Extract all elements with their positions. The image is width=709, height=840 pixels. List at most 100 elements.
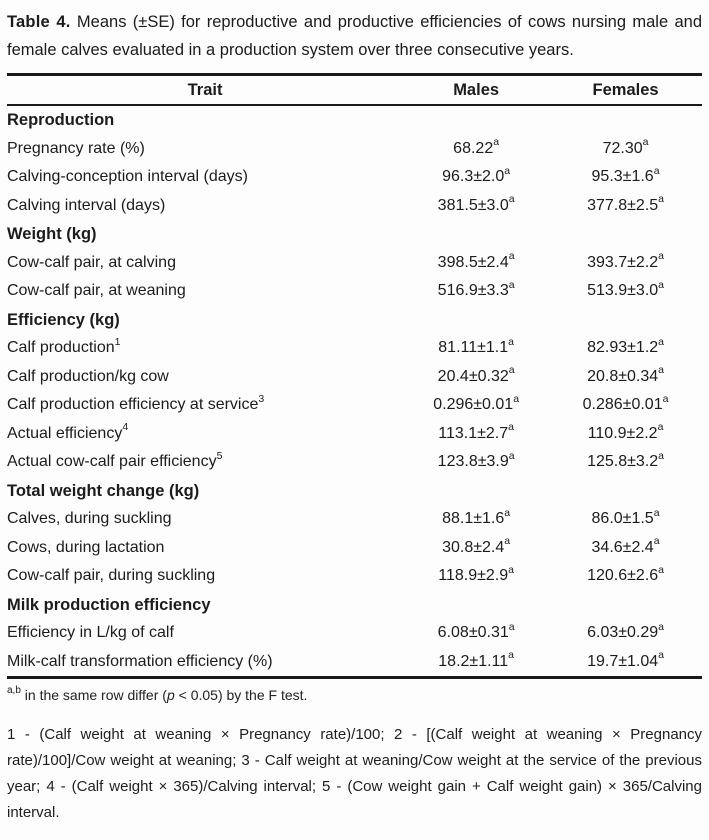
males-value-cell: 118.9±2.9a [438, 563, 514, 584]
trait-cell: Cows, during lactation [7, 538, 165, 556]
section-row-weight: Weight (kg) [7, 220, 702, 249]
females-value-cell: 6.03±0.29a [587, 620, 664, 641]
significance-superscript: a [658, 335, 664, 348]
females-value-cell: 120.6±2.6a [587, 563, 664, 584]
trait-cell: Calving-conception interval (days) [7, 168, 248, 185]
significance-superscript: a [653, 535, 660, 548]
males-value-cell: 381.5±3.0a [437, 193, 515, 214]
females-value-cell: 513.9±3.0a [587, 278, 664, 299]
females-value-cell: 0.286±0.01a [582, 392, 669, 413]
table-row: Cow-calf pair, during suckling 118.9±2.9… [7, 562, 702, 591]
table-row: Calving interval (days) 381.5±3.0a 377.8… [7, 192, 702, 221]
females-value-cell: 19.7±1.04a [587, 649, 664, 670]
section-row-total-weight-change: Total weight change (kg) [7, 477, 702, 506]
males-value-cell: 96.3±2.0a [442, 164, 511, 185]
table-row: Efficiency in L/kg of calf 6.08±0.31a 6.… [7, 619, 702, 648]
males-value-cell: 398.5±2.4a [437, 250, 515, 271]
significance-superscript: a [658, 649, 664, 662]
trait-cell: Calf production/kg cow [7, 367, 169, 385]
trait-cell: Efficiency in L/kg of calf [7, 624, 174, 641]
significance-superscript: a [493, 136, 500, 149]
significance-superscript: a [504, 164, 511, 177]
trait-cell: Actual efficiency4 [7, 421, 129, 442]
males-value-cell: 30.8±2.4a [442, 535, 511, 556]
significance-superscript: a [504, 506, 511, 519]
significance-superscript: a [508, 335, 514, 348]
significance-superscript: a [508, 563, 514, 576]
females-value-cell: 34.6±2.4a [591, 535, 660, 556]
section-title: Total weight change (kg) [7, 481, 200, 500]
footnote-definitions: 1 - (Calf weight at weaning × Pregnancy … [7, 726, 702, 821]
females-value-cell: 393.7±2.2a [587, 250, 664, 271]
section-title: Reproduction [7, 111, 115, 129]
means-table: Trait Males Females Reproduction Pregnan… [7, 73, 702, 679]
females-value-cell: 125.8±3.2a [587, 449, 664, 470]
significance-superscript: a [662, 392, 669, 405]
section-title: Milk production efficiency [7, 595, 211, 614]
section-row-efficiency: Efficiency (kg) [7, 306, 702, 335]
males-value-cell: 123.8±3.9a [437, 449, 515, 470]
significance-superscript: a [658, 563, 664, 576]
trait-superscript: 3 [258, 392, 265, 405]
table-row: Calving-conception interval (days) 96.3±… [7, 163, 702, 192]
males-value-cell: 88.1±1.6a [442, 506, 511, 527]
significance-superscript: a [658, 364, 664, 377]
col-header-trait: Trait [7, 74, 404, 106]
males-value-cell: 516.9±3.3a [437, 278, 515, 299]
table-row: Cow-calf pair, at weaning 516.9±3.3a 513… [7, 277, 702, 306]
females-value-cell: 95.3±1.6a [591, 164, 660, 185]
col-header-females: Females [549, 74, 702, 106]
significance-superscript: a [657, 421, 664, 434]
table-caption: Table 4. Means (±SE) for reproductive an… [7, 8, 702, 64]
trait-superscript: 5 [216, 449, 223, 462]
significance-superscript: a [508, 278, 515, 291]
table-row: Cow-calf pair, at calving 398.5±2.4a 393… [7, 249, 702, 278]
males-value-cell: 0.296±0.01a [433, 392, 520, 413]
significance-superscript: a [508, 449, 515, 462]
significance-superscript: a [508, 250, 515, 263]
trait-cell: Calving interval (days) [7, 196, 166, 214]
table-caption-text: Means (±SE) for reproductive and product… [7, 13, 702, 59]
females-value-cell: 72.30a [602, 136, 649, 157]
section-title: Efficiency (kg) [7, 310, 120, 329]
table-row: Cows, during lactation 30.8±2.4a 34.6±2.… [7, 534, 702, 563]
trait-cell: Cow-calf pair, during suckling [7, 567, 216, 584]
females-value-cell: 377.8±2.5a [587, 193, 664, 214]
significance-superscript: a [642, 136, 649, 149]
significance-superscript: a [513, 392, 520, 405]
trait-cell: Cow-calf pair, at weaning [7, 282, 186, 299]
trait-cell: Actual cow-calf pair efficiency5 [7, 449, 223, 470]
significance-superscript: a [508, 649, 514, 662]
section-title: Weight (kg) [7, 225, 97, 243]
females-value-cell: 82.93±1.2a [587, 335, 664, 356]
significance-superscript: a [658, 620, 664, 633]
significance-superscript: a [508, 421, 514, 434]
significance-superscript: a [508, 364, 515, 377]
females-value-cell: 20.8±0.34a [587, 364, 664, 385]
footnote-significance: a,b in the same row differ (p < 0.05) by… [7, 685, 308, 703]
trait-superscript: 1 [114, 335, 121, 348]
trait-cell: Cow-calf pair, at calving [7, 253, 176, 271]
significance-superscript: a [658, 449, 664, 462]
significance-superscript: a [658, 250, 664, 263]
trait-cell: Calf production1 [7, 335, 121, 356]
significance-superscript: a [653, 164, 660, 177]
males-value-cell: 113.1±2.7a [438, 421, 514, 442]
significance-superscript: a [508, 620, 515, 633]
trait-cell: Pregnancy rate (%) [7, 139, 145, 157]
table-row: Pregnancy rate (%) 68.22a 72.30a [7, 135, 702, 164]
females-value-cell: 110.9±2.2a [587, 421, 664, 442]
females-value-cell: 86.0±1.5a [591, 506, 660, 527]
males-value-cell: 68.22a [453, 136, 500, 157]
trait-cell: Calves, during suckling [7, 510, 172, 527]
significance-superscript: a [658, 193, 664, 206]
males-value-cell: 6.08±0.31a [437, 620, 515, 641]
table-row: Calf production efficiency at service3 0… [7, 391, 702, 420]
footnote-marker: a,b [7, 685, 21, 697]
males-value-cell: 20.4±0.32a [437, 364, 515, 385]
males-value-cell: 18.2±1.11a [438, 649, 514, 670]
trait-cell: Calf production efficiency at service3 [7, 392, 265, 413]
trait-superscript: 4 [122, 421, 129, 434]
table-row: Actual efficiency4 113.1±2.7a 110.9±2.2a [7, 420, 702, 449]
